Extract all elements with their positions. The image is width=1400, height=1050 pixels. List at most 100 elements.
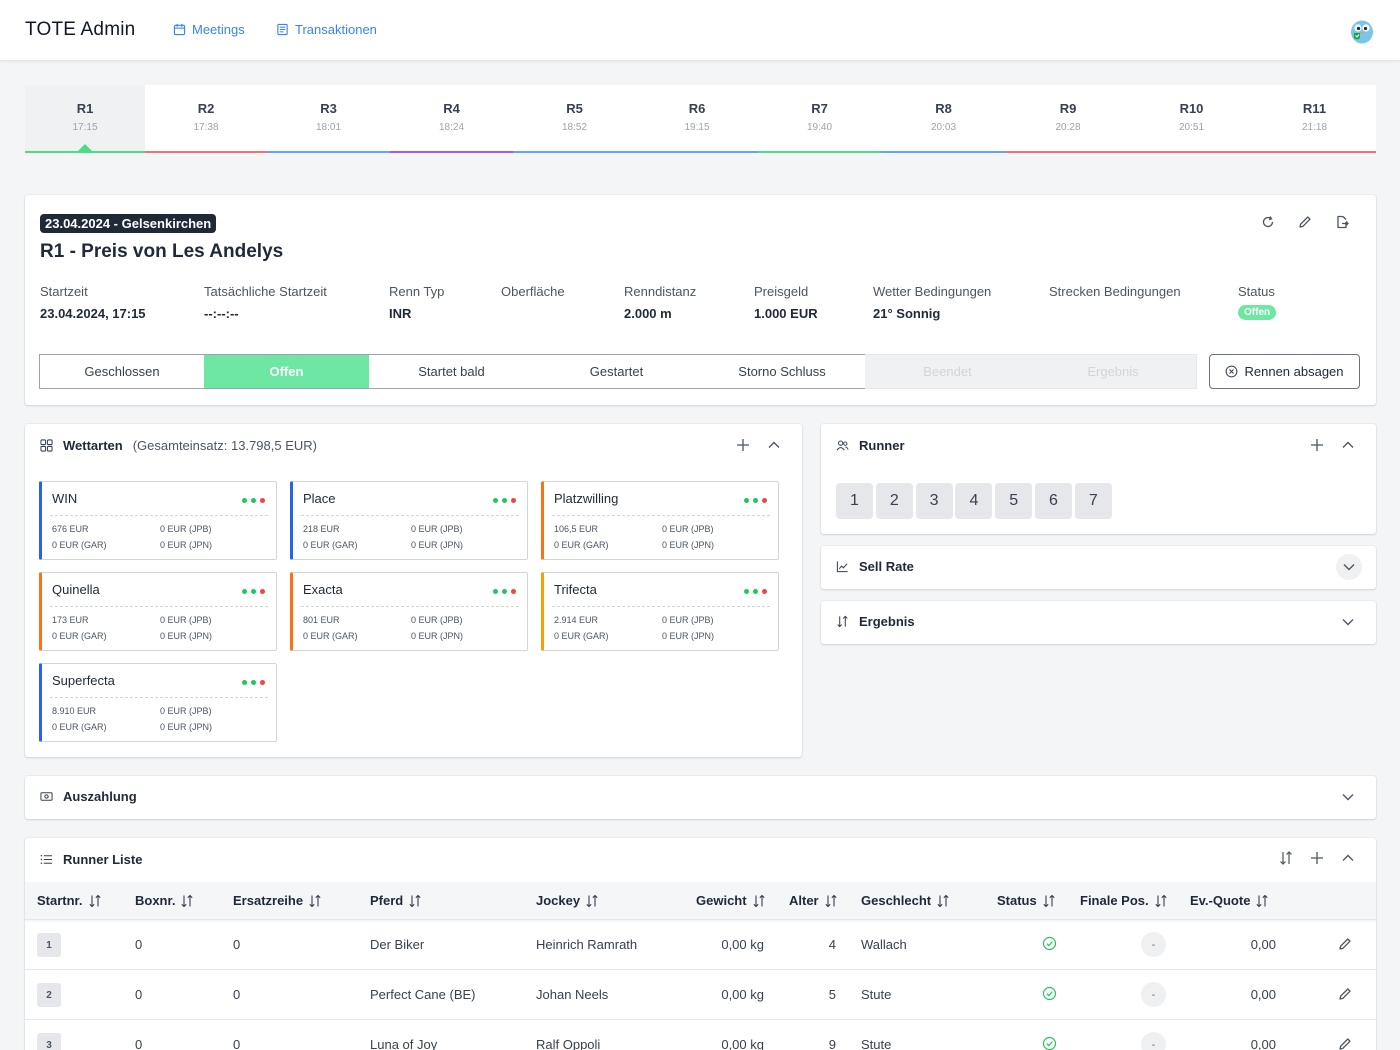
edit-icon[interactable] <box>1337 1036 1353 1050</box>
tab-race-5[interactable]: R5 18:52 <box>513 85 636 153</box>
cell-ersatz: 0 <box>233 1037 241 1050</box>
column-header[interactable]: Pferd <box>370 893 422 908</box>
column-header[interactable]: Status <box>997 893 1056 908</box>
table-header: Startnr. Boxnr. Ersatzreihe Pferd Jockey Gewi… <box>25 882 1376 922</box>
nav-transactions[interactable]: Transaktionen <box>276 22 377 37</box>
sort-icon <box>1042 894 1056 908</box>
state-button-1[interactable]: Geschlossen <box>39 354 205 389</box>
app-title[interactable]: TOTE Admin <box>25 19 136 40</box>
tab-race-3[interactable]: R3 18:01 <box>267 85 390 153</box>
bet-type-card[interactable]: Trifecta 2.914 EUR 0 EUR (GAR) 0 EUR (JPB) 0… <box>541 572 779 651</box>
chevron-up-icon[interactable] <box>1340 437 1356 453</box>
field-renndistanz: Renndistanz 2.000 m <box>624 284 696 321</box>
state-button-2[interactable]: Offen <box>204 354 370 389</box>
ergebnis-header: Ergebnis <box>836 614 915 629</box>
tab-race-8[interactable]: R8 20:03 <box>881 85 1006 153</box>
chevron-down-icon[interactable] <box>1340 789 1356 805</box>
edit-icon[interactable] <box>1337 936 1353 952</box>
bet-jpn: 0 EUR (JPN) <box>662 540 715 550</box>
tab-race-1[interactable]: R1 17:15 <box>25 85 145 153</box>
column-header[interactable]: Geschlecht <box>861 893 950 908</box>
runner-number-button[interactable]: 2 <box>875 483 913 519</box>
tab-color-bar <box>758 151 881 153</box>
sort-icon <box>824 894 838 908</box>
document-icon <box>276 23 289 36</box>
refresh-icon[interactable] <box>1260 214 1276 230</box>
runner-number-button[interactable]: 7 <box>1074 483 1112 519</box>
cancel-race-button[interactable]: Rennen absagen <box>1209 354 1360 389</box>
add-icon[interactable] <box>1309 850 1325 866</box>
divider <box>301 515 519 516</box>
bet-type-name: Superfecta <box>52 673 115 688</box>
ergebnis-card[interactable]: Ergebnis <box>821 601 1376 644</box>
final-position-badge: - <box>1141 932 1166 957</box>
chevron-up-icon[interactable] <box>766 437 782 453</box>
field-wetter: Wetter Bedingungen 21° Sonnig <box>873 284 991 321</box>
runner-number-button[interactable]: 4 <box>955 483 993 519</box>
table-row[interactable]: 3 0 0 Luna of Joy Ralf Oppoli 0,00 kg 9 Stute 0,… <box>25 1019 1376 1050</box>
auszahlung-card[interactable]: Auszahlung <box>25 776 1376 819</box>
table-row[interactable]: 2 0 0 Perfect Cane (BE) Johan Neels 0,00 kg 5 S… <box>25 969 1376 1019</box>
edit-icon[interactable] <box>1297 214 1313 230</box>
field-oberflaeche: Oberfläche <box>501 284 565 306</box>
bet-type-card[interactable]: Quinella 173 EUR 0 EUR (GAR) 0 EUR (JPB) 0 E… <box>39 572 277 651</box>
bet-type-card[interactable]: Place 218 EUR 0 EUR (GAR) 0 EUR (JPB) 0 EUR … <box>290 481 528 560</box>
sort-icon[interactable] <box>1278 850 1294 866</box>
tab-race-name: R5 <box>566 101 583 116</box>
table-row[interactable]: 1 0 0 Der Biker Heinrich Ramrath 0,00 kg 4 Wall… <box>25 919 1376 969</box>
column-header[interactable]: Ev.-Quote <box>1190 893 1269 908</box>
auszahlung-title: Auszahlung <box>63 789 137 804</box>
column-header-label: Startnr. <box>37 893 83 908</box>
tab-race-4[interactable]: R4 18:24 <box>390 85 513 153</box>
state-button-5[interactable]: Storno Schluss <box>699 354 866 389</box>
bet-type-card[interactable]: Exacta 801 EUR 0 EUR (GAR) 0 EUR (JPB) 0 EUR… <box>290 572 528 651</box>
runner-number-button[interactable]: 1 <box>836 483 873 519</box>
runner-number-button[interactable]: 3 <box>915 483 953 519</box>
column-header[interactable]: Finale Pos. <box>1080 893 1168 908</box>
user-avatar-icon[interactable] <box>1348 17 1376 45</box>
runner-number-button[interactable]: 6 <box>1035 483 1072 519</box>
status-dot <box>511 498 516 503</box>
tab-race-10[interactable]: R10 20:51 <box>1130 85 1253 153</box>
tab-race-9[interactable]: R9 20:28 <box>1006 85 1130 153</box>
column-header[interactable]: Startnr. <box>37 893 102 908</box>
status-dot <box>753 589 758 594</box>
add-icon[interactable] <box>1309 437 1325 453</box>
column-header[interactable]: Boxnr. <box>135 893 194 908</box>
tab-color-bar <box>513 151 636 153</box>
tab-race-6[interactable]: R6 19:15 <box>636 85 758 153</box>
bet-amount: 801 EUR <box>303 615 340 625</box>
chevron-down-icon[interactable] <box>1340 614 1356 630</box>
edit-icon[interactable] <box>1337 986 1353 1002</box>
bet-type-card[interactable]: WIN 676 EUR 0 EUR (GAR) 0 EUR (JPB) 0 EUR (J… <box>39 481 277 560</box>
column-header[interactable]: Gewicht <box>696 893 766 908</box>
status-badge: Offen <box>1238 305 1277 320</box>
runner-number-button[interactable]: 5 <box>995 483 1033 519</box>
bet-type-card[interactable]: Superfecta 8.910 EUR 0 EUR (GAR) 0 EUR (JPB… <box>39 663 277 742</box>
expand-button[interactable] <box>1336 554 1362 580</box>
tab-race-7[interactable]: R7 19:40 <box>758 85 881 153</box>
tab-race-2[interactable]: R2 17:38 <box>145 85 267 153</box>
sort-icon <box>936 894 950 908</box>
column-header-label: Status <box>997 893 1037 908</box>
state-button-4[interactable]: Gestartet <box>534 354 700 389</box>
column-header-label: Ersatzreihe <box>233 893 304 908</box>
column-header[interactable]: Ersatzreihe <box>233 893 322 908</box>
runner-title: Runner <box>859 438 905 453</box>
bet-jpn: 0 EUR (JPN) <box>160 631 213 641</box>
nav-meetings[interactable]: Meetings <box>173 22 245 37</box>
tab-race-name: R9 <box>1059 101 1077 116</box>
chevron-up-icon[interactable] <box>1340 850 1356 866</box>
column-header[interactable]: Alter <box>789 893 838 908</box>
add-icon[interactable] <box>735 437 751 453</box>
tab-color-bar <box>145 151 267 153</box>
state-button-3[interactable]: Startet bald <box>369 354 535 389</box>
export-icon[interactable] <box>1334 214 1350 230</box>
column-header[interactable]: Jockey <box>536 893 599 908</box>
list-icon <box>40 853 53 866</box>
bet-type-card[interactable]: Platzwilling 106,5 EUR 0 EUR (GAR) 0 EUR (J… <box>541 481 779 560</box>
tab-race-11[interactable]: R11 21:18 <box>1253 85 1376 153</box>
sell-rate-card[interactable]: Sell Rate <box>821 546 1376 589</box>
tab-race-name: R2 <box>197 101 215 116</box>
